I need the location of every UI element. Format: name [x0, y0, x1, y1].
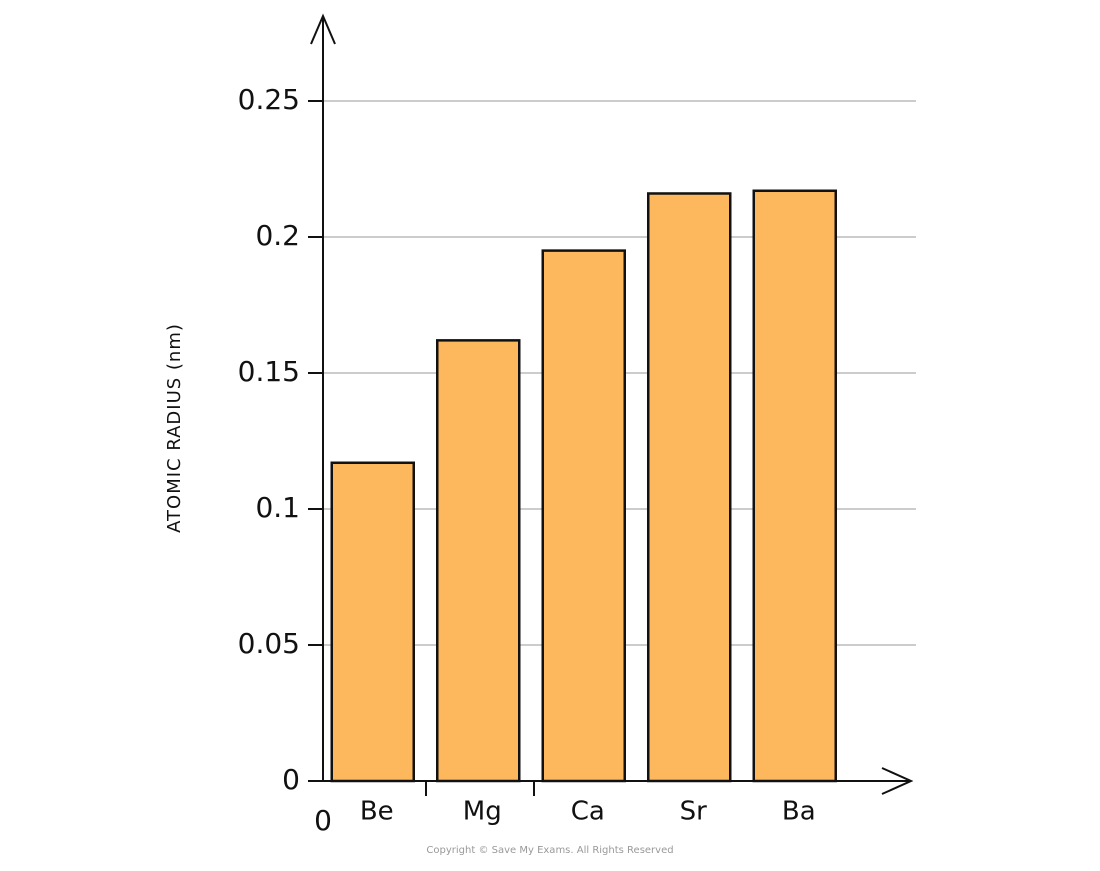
- y-tick-label: 0.2: [255, 219, 300, 252]
- bar: [752, 189, 837, 783]
- x-tick-label: Ca: [571, 797, 605, 827]
- y-tick-label: 0.05: [238, 627, 300, 660]
- x-tick-label: Be: [360, 797, 394, 827]
- copyright: Copyright © Save My Exams. All Rights Re…: [426, 845, 673, 856]
- y-tick-label: 0.15: [238, 355, 300, 388]
- bars: [330, 189, 837, 783]
- y-axis-arrow: [310, 13, 336, 45]
- y-tick-label: 0.1: [255, 491, 300, 524]
- y-tick-label: 0.25: [238, 83, 300, 116]
- x-tick-label: Sr: [680, 797, 708, 827]
- x-axis-arrow: [881, 767, 914, 795]
- bar: [330, 461, 415, 783]
- bar: [541, 249, 626, 783]
- origin-label: 0: [314, 804, 332, 837]
- x-tick-label: Ba: [782, 797, 816, 827]
- bar: [436, 339, 521, 783]
- bar: [647, 192, 732, 783]
- x-tick-label: Mg: [463, 797, 502, 827]
- y-tick-label: 0: [282, 763, 300, 796]
- y-axis-label: ATOMIC RADIUS (nm): [164, 323, 185, 533]
